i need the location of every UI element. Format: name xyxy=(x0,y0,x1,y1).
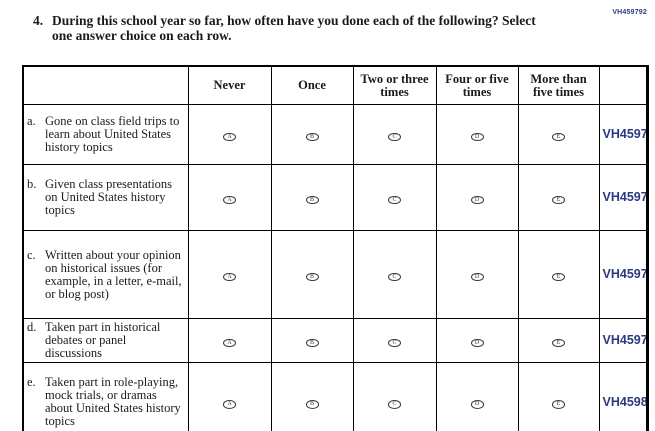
row-a-more-five-cell: E xyxy=(517,104,600,165)
row-c-more-five-cell: E xyxy=(517,230,600,319)
question-text: During this school year so far, how ofte… xyxy=(52,13,536,43)
row-a-once-cell: B xyxy=(270,104,354,165)
column-header-once: Once xyxy=(270,65,354,105)
bubble-c-once[interactable]: B xyxy=(305,272,319,282)
page-accession-code: VH459792 xyxy=(612,9,647,16)
row-a-text: Gone on class field trips to learn about… xyxy=(45,114,180,154)
row-a-two-three-cell: C xyxy=(352,104,437,165)
row-e-accession-code: VH459800 xyxy=(598,362,648,431)
row-e-four-five-cell: D xyxy=(435,362,519,431)
question-number: 4. xyxy=(33,13,44,28)
row-c-letter: c. xyxy=(27,247,36,262)
row-b-letter: b. xyxy=(27,177,37,191)
table-row-c: c. Written about your opinion on histori… xyxy=(22,230,648,319)
bubble-a-never[interactable]: A xyxy=(223,132,236,142)
bubble-e-once[interactable]: B xyxy=(305,400,319,409)
question-block: 4. During this school year so far, how o… xyxy=(33,13,573,43)
column-header-never: Never xyxy=(187,65,272,105)
bubble-d-once[interactable]: B xyxy=(305,338,319,348)
row-c-never-cell: A xyxy=(187,230,272,319)
row-e-once-cell: B xyxy=(270,362,354,431)
row-c-once-cell: B xyxy=(270,230,354,319)
bubble-a-four-five[interactable]: D xyxy=(470,132,484,142)
row-e-two-three-cell: C xyxy=(352,362,437,431)
row-d-four-five-cell: D xyxy=(435,318,519,363)
bubble-c-four-five[interactable]: D xyxy=(470,272,484,282)
bubble-b-more-five[interactable]: E xyxy=(552,195,565,205)
row-a-never-cell: A xyxy=(187,104,272,165)
bubble-e-more-five[interactable]: E xyxy=(552,400,565,409)
bubble-c-more-five[interactable]: E xyxy=(552,272,565,282)
bubble-b-two-three[interactable]: C xyxy=(388,195,401,205)
row-c-two-three-cell: C xyxy=(352,230,437,319)
row-b-once-cell: B xyxy=(270,164,354,231)
bubble-b-four-five[interactable]: D xyxy=(470,195,484,205)
row-b-text: Given class presentations on United Stat… xyxy=(45,177,173,217)
row-a-four-five-cell: D xyxy=(435,104,519,165)
bubble-d-more-five[interactable]: E xyxy=(552,338,565,348)
row-d-more-five-cell: E xyxy=(517,318,600,363)
row-e-text: Taken part in role-playing, mock trials,… xyxy=(45,375,181,428)
header-row: Never Once Two or three times Four or fi… xyxy=(22,65,648,105)
row-a-accession-code: VH459793 xyxy=(598,104,648,165)
row-e-label-cell: e. Taken part in role-playing, mock tria… xyxy=(22,362,189,431)
question-text-line2: one answer choice on each row. xyxy=(52,28,232,43)
row-a-letter: a. xyxy=(27,114,36,128)
bubble-d-two-three[interactable]: C xyxy=(388,338,401,348)
header-code-empty xyxy=(598,65,648,105)
row-b-more-five-cell: E xyxy=(517,164,600,231)
table-row-a: a. Gone on class field trips to learn ab… xyxy=(22,104,648,165)
question-text-line1: During this school year so far, how ofte… xyxy=(52,13,536,28)
row-d-letter: d. xyxy=(27,320,37,334)
row-d-once-cell: B xyxy=(270,318,354,363)
bubble-e-never[interactable]: A xyxy=(223,400,236,409)
table-row-b: b. Given class presentations on United S… xyxy=(22,164,648,231)
header-stem-empty xyxy=(22,65,189,105)
row-c-text: Written about your opinion on historical… xyxy=(45,247,182,301)
row-e-letter: e. xyxy=(27,375,36,389)
bubble-e-four-five[interactable]: D xyxy=(470,400,484,409)
bubble-c-never[interactable]: A xyxy=(223,272,236,282)
row-d-never-cell: A xyxy=(187,318,272,363)
row-a-label-cell: a. Gone on class field trips to learn ab… xyxy=(22,104,189,165)
bubble-a-two-three[interactable]: C xyxy=(388,132,401,142)
row-d-accession-code: VH459799 xyxy=(598,318,648,363)
bubble-e-two-three[interactable]: C xyxy=(388,400,401,409)
column-header-four-five: Four or five times xyxy=(435,65,519,105)
row-b-four-five-cell: D xyxy=(435,164,519,231)
row-d-two-three-cell: C xyxy=(352,318,437,363)
bubble-d-never[interactable]: A xyxy=(223,338,236,348)
row-b-accession-code: VH459794 xyxy=(598,164,648,231)
column-header-two-three: Two or three times xyxy=(352,65,437,105)
row-b-never-cell: A xyxy=(187,164,272,231)
row-d-text: Taken part in historical debates or pane… xyxy=(45,320,161,360)
row-c-four-five-cell: D xyxy=(435,230,519,319)
row-b-label-cell: b. Given class presentations on United S… xyxy=(22,164,189,231)
column-header-more-five: More than five times xyxy=(517,65,600,105)
bubble-a-more-five[interactable]: E xyxy=(552,132,565,142)
row-e-never-cell: A xyxy=(187,362,272,431)
table-row-d: d. Taken part in historical debates or p… xyxy=(22,318,648,363)
row-d-label-cell: d. Taken part in historical debates or p… xyxy=(22,318,189,363)
frequency-table: Never Once Two or three times Four or fi… xyxy=(22,65,649,431)
row-b-two-three-cell: C xyxy=(352,164,437,231)
bubble-b-once[interactable]: B xyxy=(305,195,319,205)
bubble-c-two-three[interactable]: C xyxy=(388,272,401,282)
bubble-d-four-five[interactable]: D xyxy=(470,338,484,348)
row-e-more-five-cell: E xyxy=(517,362,600,431)
row-c-accession-code: VH459797 xyxy=(598,230,648,319)
table-row-e: e. Taken part in role-playing, mock tria… xyxy=(22,362,648,431)
bubble-a-once[interactable]: B xyxy=(305,132,319,142)
bubble-b-never[interactable]: A xyxy=(223,195,236,205)
row-c-label-cell: c. Written about your opinion on histori… xyxy=(22,230,189,319)
